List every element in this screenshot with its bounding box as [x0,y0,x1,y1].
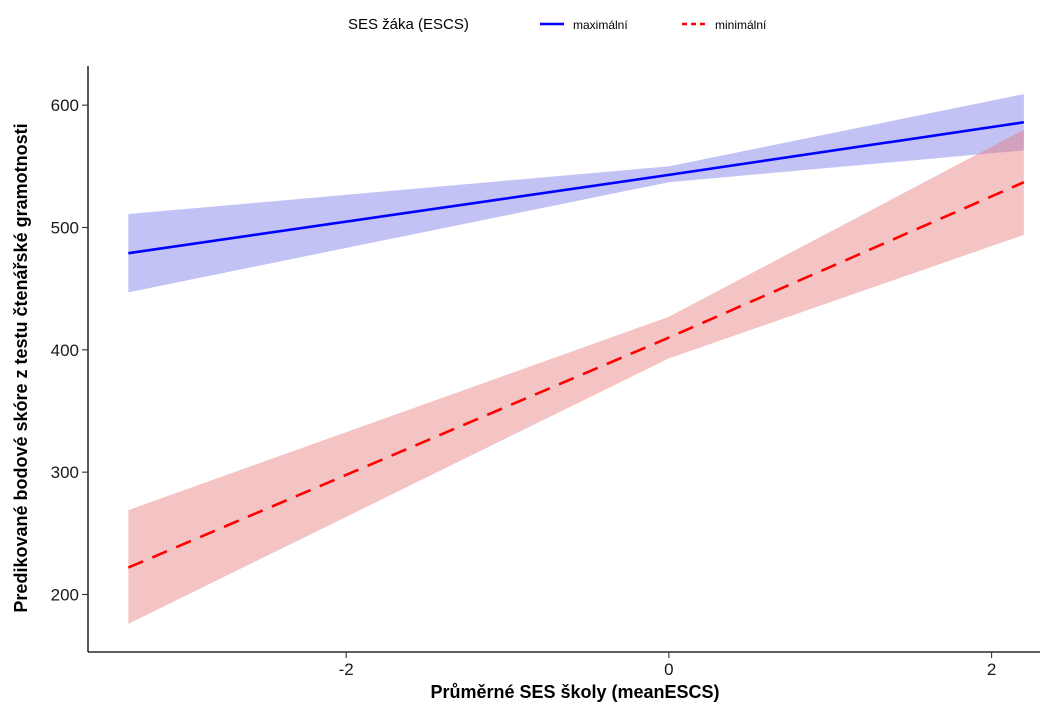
x-tick-label: -2 [339,660,354,679]
x-axis-title: Průměrné SES školy (meanESCS) [430,682,719,702]
series-line-minimalni [127,181,1025,569]
legend-label-maximalni: maximální [573,18,628,32]
legend-title: SES žáka (ESCS) [348,16,469,33]
legend: SES žáka (ESCS) maximální minimální [348,16,767,33]
confidence-bands [128,94,1024,624]
y-tick-label: 200 [51,586,79,605]
y-axis-title: Predikované bodové skóre z testu čtenářs… [11,123,31,612]
x-tick-label: 2 [987,660,996,679]
y-tick-label: 300 [51,463,79,482]
y-tick-label: 400 [51,341,79,360]
x-tick-label: 0 [664,660,673,679]
y-axis-ticks: 200 300 400 500 600 [51,96,88,605]
series-line-maximalni [128,120,1025,255]
confidence-band-maximalni [128,94,1024,293]
y-tick-label: 500 [51,218,79,237]
x-axis-ticks: -2 0 2 [339,652,996,679]
series-lines [127,120,1025,569]
legend-label-minimalni: minimální [715,18,767,32]
y-tick-label: 600 [51,96,79,115]
confidence-band-minimalni [128,129,1024,624]
